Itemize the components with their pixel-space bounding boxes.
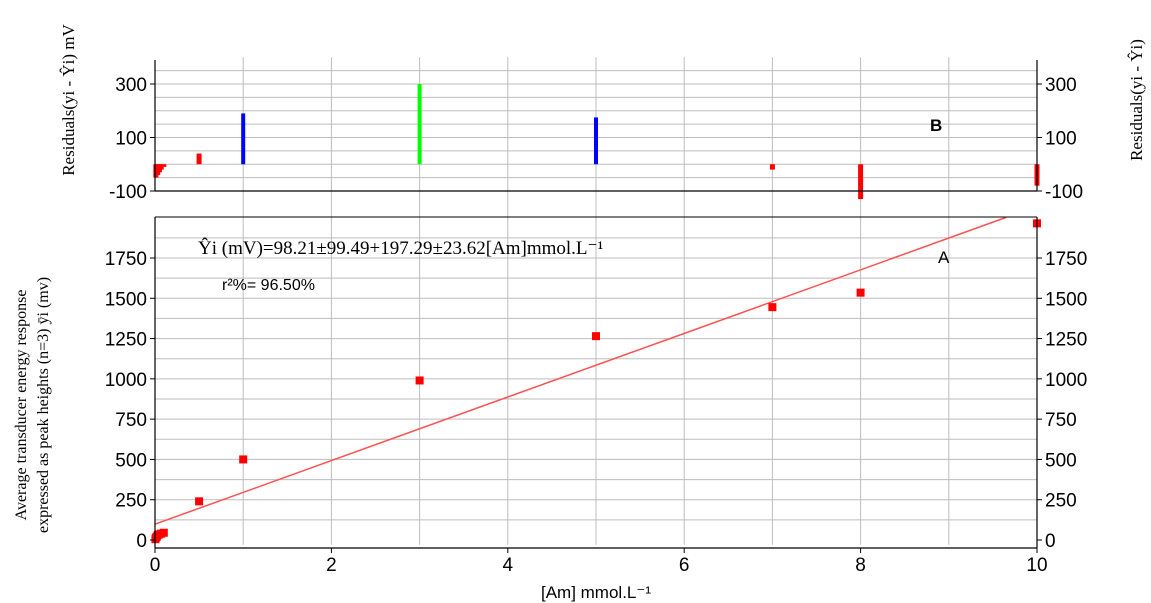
panel-a-left-tick-label: 1000 [105,370,147,391]
panel-a-left-tick-label: 0 [136,531,147,552]
r-squared-label: r²%= 96.50% [222,277,315,294]
data-point [159,528,168,537]
residual-bar [161,164,167,167]
data-point [592,332,600,341]
panel-a-right-tick-label: 250 [1045,491,1077,512]
residual-bar [769,164,775,170]
data-point [768,303,777,312]
panel-b-axes: 300 300 100 100 -100 -100 [109,60,1083,203]
panel-a-left-tick-label: 1750 [105,249,147,270]
data-point [856,288,865,297]
x-tick-label: 8 [855,555,866,576]
panel-a-left-tick-label: 1250 [105,330,147,351]
data-point [195,497,204,506]
panel-b-right-tick-label: 100 [1045,129,1077,150]
panel-a-right-tick-label: 750 [1045,410,1077,431]
residual-bar [196,153,202,165]
panel-b-left-tick-label: 300 [115,75,147,96]
fit-line [154,216,1007,525]
panel-a-right-tick-label: 500 [1045,450,1077,471]
residual-bar [858,164,864,200]
panel-b-right-tick-label: -100 [1045,182,1083,203]
residual-bar [158,164,164,170]
x-tick-label: 4 [503,555,514,576]
panel-b-right-tick-label: 300 [1045,75,1077,96]
panel-b-left-y-label: Residuals(yi - Ŷi) mV [59,24,78,176]
residual-bar [417,84,422,165]
panel-a-right-tick-label: 1500 [1045,289,1087,310]
panel-a-left-tick-label: 1500 [105,289,147,310]
panel-b-left-tick-label: 100 [115,129,147,150]
panel-a-left-tick-label: 250 [115,491,147,512]
data-point [415,376,424,385]
panel-b-left-tick-label: -100 [109,182,147,203]
panel-a-right-tick-label: 1000 [1045,370,1087,391]
panel-a-right-tick-label: 1250 [1045,330,1087,351]
panel-b-label: B [930,116,942,135]
residual-bar [594,117,598,165]
x-axis-label: [Am] mmol.L⁻¹ [541,583,651,602]
panel-a-y-label-line2: expressed as peak heights (n=3) ӯi (mv) [35,277,52,533]
panel-a-right-tick-label: 0 [1045,531,1056,552]
panel-a-fit-line-group [154,216,1007,525]
panel-b-right-y-label: Residuals(yi - Ŷi) [1127,39,1146,161]
panel-a-right-tick-label: 1750 [1045,249,1087,270]
regression-equation: Ŷi (mV)=98.21±99.49+197.29±23.62[Am]mmol… [198,237,604,259]
residual-bar [241,113,246,165]
x-tick-label: 6 [679,555,690,576]
panel-a-label: A [938,248,950,267]
x-tick-label: 10 [1026,555,1047,576]
x-tick-label: 0 [150,555,161,576]
x-tick-label: 2 [326,555,337,576]
data-point [239,455,248,464]
panel-a-left-tick-label: 500 [115,450,147,471]
panel-a-y-label-line1: Average transducer energy response [13,290,30,521]
panel-a-left-tick-label: 750 [115,410,147,431]
